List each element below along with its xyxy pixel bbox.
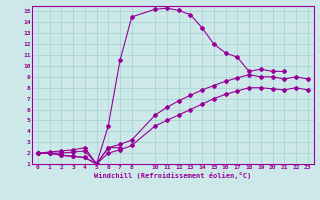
X-axis label: Windchill (Refroidissement éolien,°C): Windchill (Refroidissement éolien,°C) bbox=[94, 172, 252, 179]
